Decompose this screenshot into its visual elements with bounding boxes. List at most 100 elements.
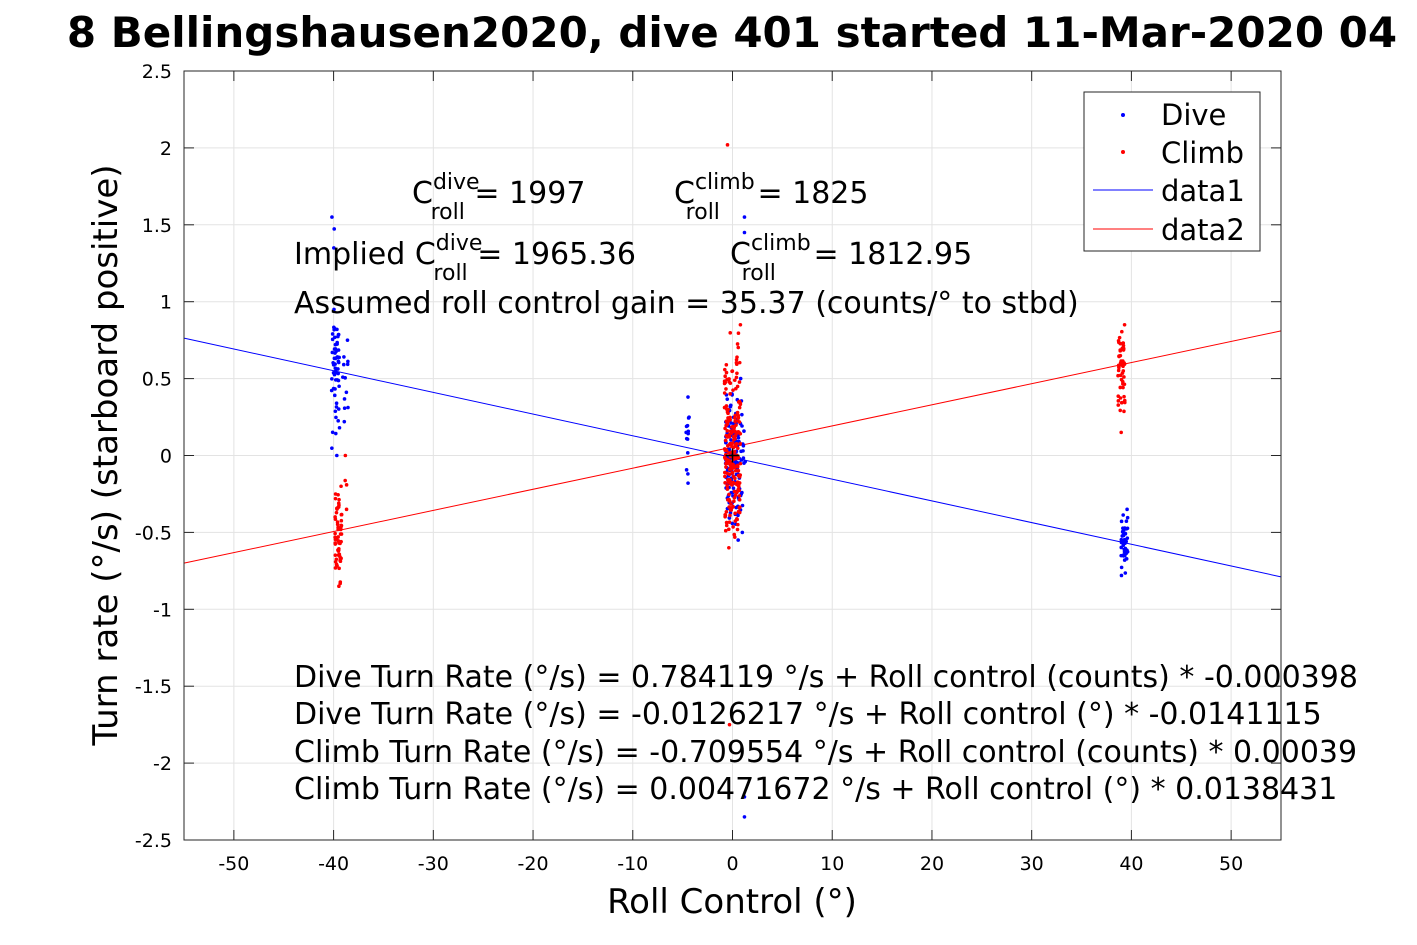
axis-ticks: -50 -40 -30 -20 -10 0 10 20 30 40 50-2.5-2-1.5-1-0… — [135, 61, 1281, 875]
point-climb — [1119, 430, 1123, 435]
point-climb — [1120, 329, 1124, 334]
legend-dive-label: Dive — [1161, 98, 1226, 132]
point-dive — [729, 421, 733, 425]
point-climb — [737, 420, 742, 424]
point-climb — [339, 484, 343, 489]
point-climb — [344, 507, 349, 512]
point-climb — [733, 444, 738, 448]
data-points — [329, 143, 1130, 819]
point-climb — [733, 519, 738, 523]
point-climb — [333, 537, 338, 542]
point-climb — [732, 378, 737, 383]
point-climb — [725, 410, 730, 414]
point-climb — [338, 559, 343, 564]
point-dive — [1121, 543, 1126, 548]
point-climb — [1118, 408, 1123, 413]
point-climb — [333, 566, 338, 570]
point-dive — [342, 397, 347, 401]
fit-annotation-1: Dive Turn Rate (°/s) = 0.784119 °/s + Ro… — [294, 660, 1358, 695]
point-climb — [738, 441, 743, 446]
point-climb — [722, 470, 727, 475]
point-dive — [332, 356, 337, 361]
y-tick-label: 0 — [160, 446, 172, 468]
point-dive — [331, 386, 336, 391]
y-tick-label: -1.5 — [135, 676, 172, 698]
point-dive — [742, 461, 746, 465]
point-dive — [333, 409, 338, 414]
point-climb — [738, 322, 743, 327]
point-dive — [337, 425, 342, 430]
point-climb — [728, 331, 733, 335]
point-climb — [339, 526, 343, 530]
point-climb — [727, 451, 731, 455]
c-dive-annotation: Cdive roll = 1997 — [412, 170, 585, 225]
point-climb — [1118, 396, 1123, 400]
point-dive — [333, 326, 337, 331]
point-climb — [725, 407, 729, 412]
x-tick-label: 0 — [726, 853, 738, 875]
point-dive — [1119, 565, 1124, 570]
point-dive — [342, 355, 346, 359]
point-climb — [738, 505, 742, 509]
point-dive — [346, 405, 350, 410]
point-dive — [686, 395, 690, 399]
point-climb — [733, 511, 737, 516]
point-climb — [731, 434, 736, 439]
point-climb — [732, 425, 737, 430]
point-climb — [727, 459, 732, 463]
point-climb — [1116, 403, 1121, 407]
point-climb — [1121, 347, 1126, 352]
point-climb — [736, 345, 741, 350]
point-climb — [1122, 375, 1126, 379]
point-climb — [736, 416, 741, 420]
y-tick-label: -2.5 — [135, 830, 172, 852]
point-dive — [1122, 531, 1126, 536]
point-dive — [333, 342, 338, 347]
point-climb — [727, 722, 732, 727]
fit-annotation-2: Dive Turn Rate (°/s) = -0.0126217 °/s + … — [294, 697, 1322, 732]
point-climb — [1119, 400, 1124, 405]
point-climb — [724, 457, 728, 461]
point-climb — [737, 498, 742, 502]
point-climb — [339, 512, 344, 517]
point-climb — [1123, 400, 1127, 405]
y-tick-label: -0.5 — [135, 522, 172, 544]
point-climb — [1118, 373, 1123, 378]
point-climb — [728, 513, 732, 518]
point-climb — [333, 553, 338, 557]
point-dive — [336, 367, 340, 371]
point-climb — [729, 466, 733, 470]
point-climb — [727, 472, 732, 477]
point-dive — [334, 431, 338, 436]
point-dive — [686, 416, 691, 420]
point-dive — [685, 451, 690, 455]
point-climb — [723, 380, 728, 385]
point-climb — [728, 429, 733, 433]
point-dive — [333, 378, 338, 382]
point-dive — [741, 443, 746, 448]
x-tick-label: 30 — [1020, 853, 1044, 875]
point-climb — [1121, 343, 1126, 348]
point-climb — [725, 443, 730, 448]
point-climb — [337, 497, 341, 502]
point-dive — [333, 362, 337, 366]
point-dive — [342, 406, 347, 411]
point-climb — [725, 487, 730, 491]
point-climb — [732, 499, 736, 504]
point-dive — [344, 390, 349, 395]
point-climb — [738, 401, 743, 405]
fit-annotation-3: Climb Turn Rate (°/s) = -0.709554 °/s + … — [294, 735, 1357, 770]
point-climb — [728, 508, 733, 512]
point-climb — [736, 446, 740, 451]
point-dive — [330, 215, 334, 219]
point-climb — [724, 448, 729, 453]
point-dive — [736, 513, 740, 518]
point-climb — [735, 371, 739, 376]
point-climb — [722, 391, 727, 395]
point-climb — [733, 419, 737, 424]
x-tick-label: -50 — [218, 853, 249, 875]
point-dive — [739, 458, 744, 462]
point-climb — [1116, 373, 1120, 378]
point-climb — [735, 527, 740, 532]
point-dive — [730, 521, 735, 526]
